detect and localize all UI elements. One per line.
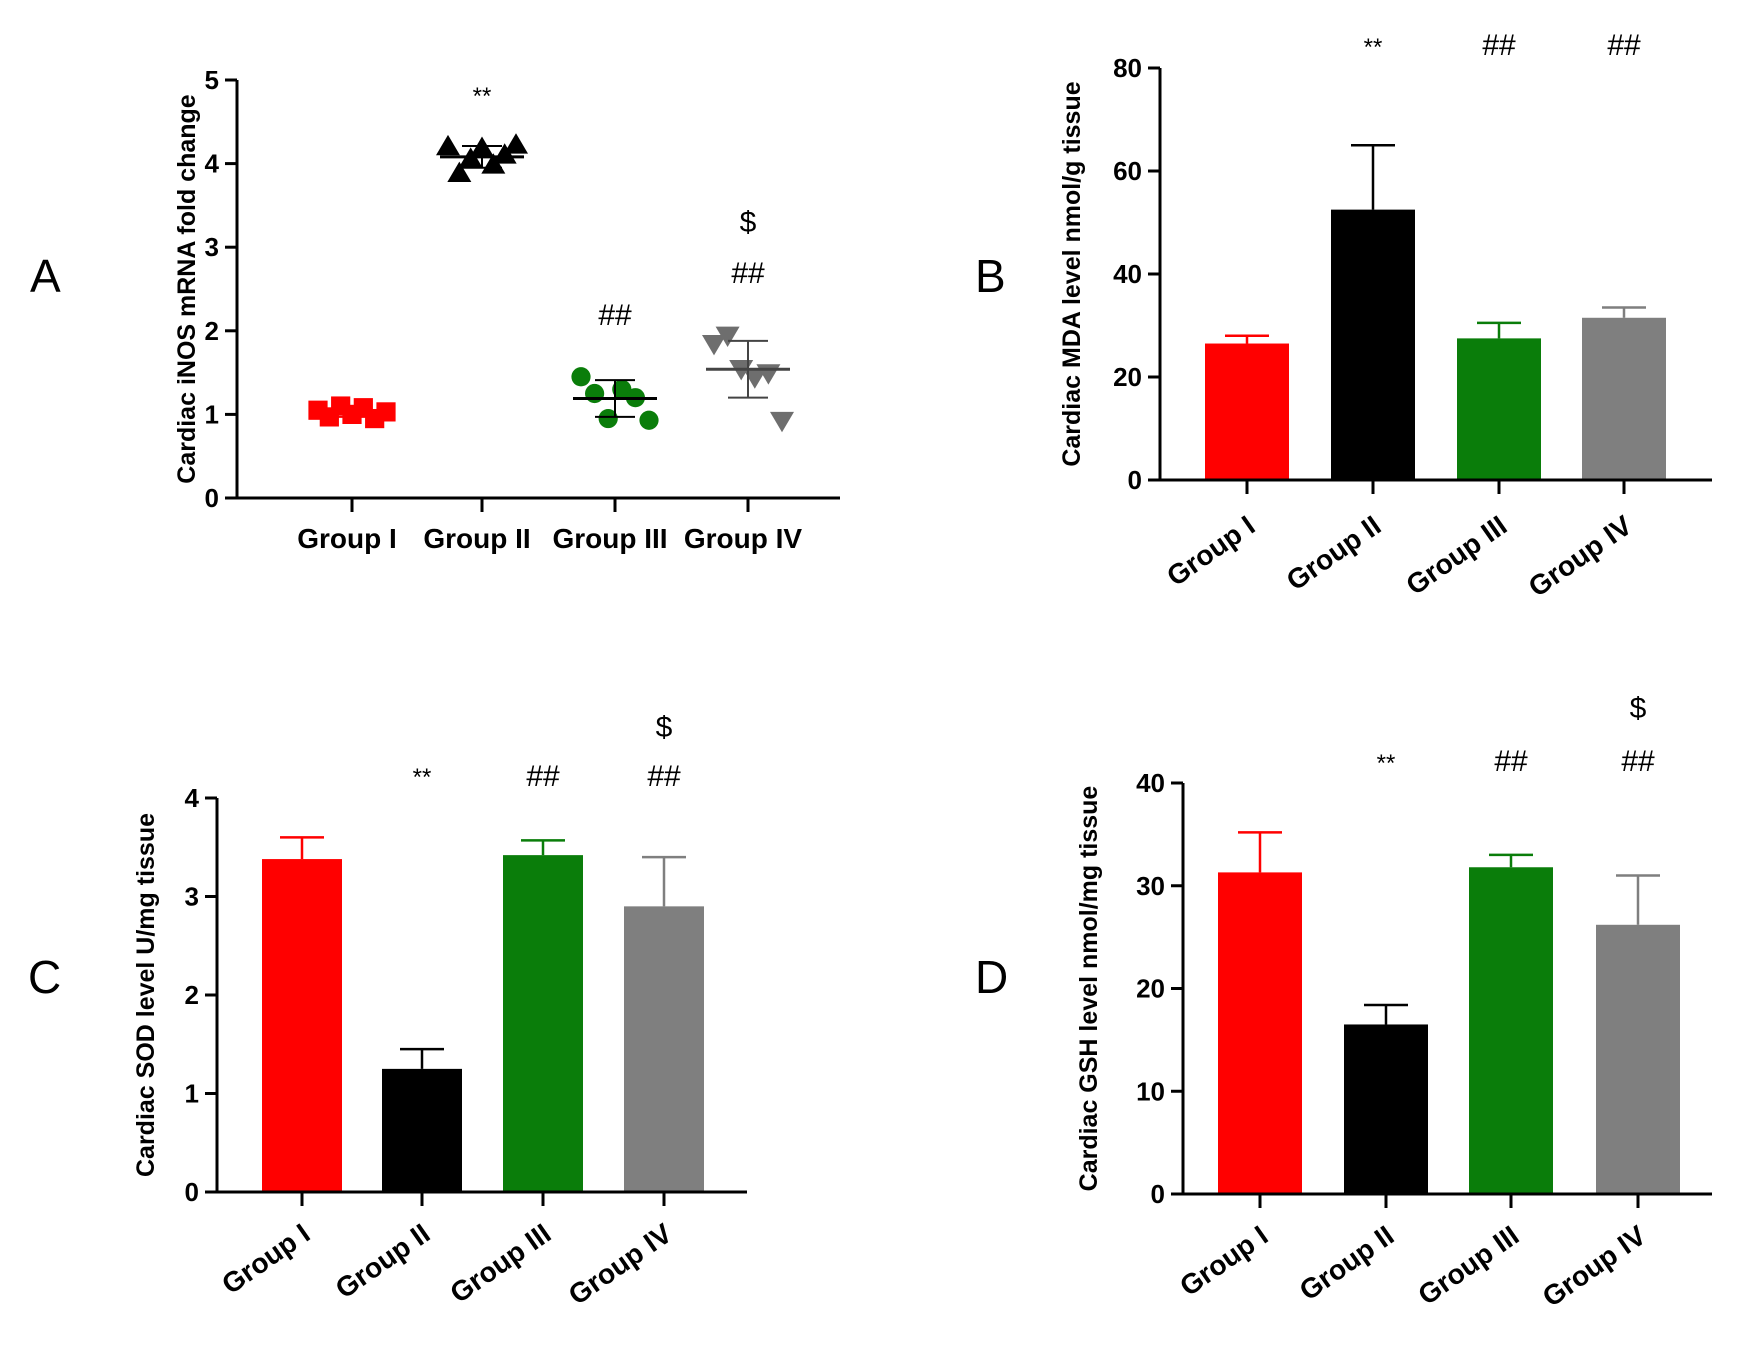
y-tick-label: 1	[185, 1079, 199, 1109]
y-tick-label: 3	[205, 232, 219, 262]
y-tick-label: 2	[205, 316, 219, 346]
significance-mark: ##	[598, 299, 632, 332]
y-tick-label: 40	[1113, 259, 1142, 289]
chart-panel-d: D 0 10 20 30 40 Cardiac GSH level nmol/mg tiss…	[975, 692, 1712, 1313]
y-axis-title: Cardiac iNOS mRNA fold change	[173, 94, 201, 484]
bar	[1469, 867, 1553, 1194]
significance-mark: $	[740, 206, 757, 239]
significance-mark: **	[413, 764, 432, 791]
significance-mark: $	[1630, 692, 1647, 725]
significance-mark: $	[656, 711, 673, 744]
significance-mark: ##	[1621, 745, 1655, 778]
y-tick-label: 10	[1136, 1076, 1165, 1106]
significance-mark: ##	[1482, 29, 1516, 62]
significance-mark: ##	[1607, 29, 1641, 62]
bar	[1218, 872, 1302, 1194]
bar	[1205, 343, 1289, 480]
significance-mark: **	[1377, 750, 1396, 777]
bar	[503, 855, 583, 1192]
y-tick-label: 0	[1151, 1179, 1165, 1209]
y-tick-label: 0	[1128, 465, 1142, 495]
data-point	[598, 408, 618, 429]
y-axis-title: Cardiac GSH level nmol/mg tissue	[1075, 786, 1103, 1192]
data-point	[571, 367, 591, 387]
x-tick-label: Group III	[552, 523, 667, 554]
data-point	[770, 411, 794, 433]
y-tick-label: 2	[185, 980, 199, 1010]
y-tick-label: 20	[1113, 362, 1142, 392]
y-tick-label: 0	[205, 483, 219, 513]
data-point	[639, 410, 659, 430]
y-tick-label: 3	[185, 882, 199, 912]
bar	[1596, 924, 1680, 1194]
bar	[1344, 1024, 1428, 1194]
data-point	[447, 161, 472, 183]
x-tick-label: Group I	[297, 523, 397, 554]
y-tick-label: 5	[205, 65, 219, 95]
data-point	[436, 134, 460, 156]
data-point	[702, 334, 726, 356]
panel-label: B	[975, 250, 1006, 302]
bar	[382, 1068, 462, 1192]
y-tick-label: 80	[1113, 53, 1142, 83]
panel-label: A	[30, 250, 61, 302]
y-tick-label: 1	[205, 399, 219, 429]
bar	[1457, 338, 1541, 480]
y-tick-label: 4	[185, 783, 200, 813]
significance-mark: ##	[526, 760, 560, 793]
data-point	[585, 383, 605, 404]
y-tick-label: 20	[1136, 974, 1165, 1004]
bar	[624, 906, 704, 1192]
y-tick-label: 40	[1136, 768, 1165, 798]
data-point	[715, 326, 740, 347]
significance-mark: ##	[647, 760, 681, 793]
bar	[1582, 317, 1666, 480]
panel-label: D	[975, 951, 1008, 1003]
y-tick-label: 0	[185, 1177, 199, 1207]
y-tick-label: 60	[1113, 156, 1142, 186]
bar	[1331, 209, 1415, 480]
bar	[262, 859, 342, 1192]
data-point	[504, 133, 528, 154]
y-axis-title: Cardiac MDA level nmol/g tissue	[1058, 81, 1086, 466]
y-axis-title: Cardiac SOD level U/mg tissue	[132, 813, 160, 1177]
significance-mark: ##	[1494, 745, 1528, 778]
x-tick-label: Group II	[423, 523, 530, 554]
significance-mark: **	[473, 83, 492, 110]
y-tick-label: 4	[205, 149, 220, 179]
y-tick-label: 30	[1136, 871, 1165, 901]
significance-mark: ##	[731, 257, 765, 290]
panel-label: C	[28, 951, 61, 1003]
x-tick-label: Group IV	[684, 523, 803, 554]
significance-mark: **	[1364, 34, 1383, 61]
